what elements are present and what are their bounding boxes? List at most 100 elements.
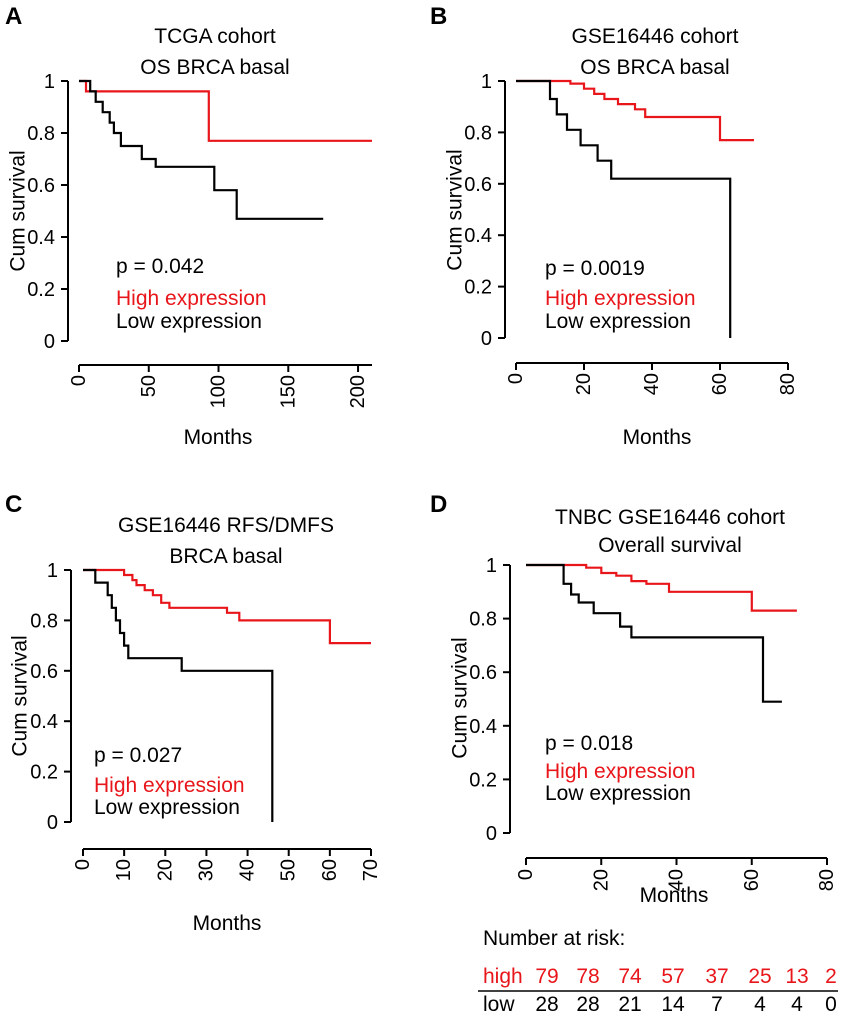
- chart-title-line-1: GSE16446 cohort: [572, 25, 739, 48]
- y-tick-label: 0: [44, 331, 55, 353]
- low-expression-curve: [79, 79, 324, 220]
- y-tick-label: 0: [481, 328, 492, 350]
- p-value: p = 0.027: [94, 744, 182, 767]
- risk-high-label: high: [483, 965, 523, 988]
- y-tick-label: 0.2: [30, 762, 58, 784]
- legend-high-expression: High expression: [94, 774, 245, 797]
- high-expression-curve: [83, 568, 371, 645]
- y-tick-label: 0.2: [469, 769, 497, 791]
- x-tick-label: 80: [777, 373, 799, 395]
- risk-high-value: 78: [576, 965, 599, 988]
- p-value: p = 0.042: [116, 255, 204, 278]
- x-tick-label: 80: [816, 869, 838, 891]
- chart-title-line-1: TCGA cohort: [154, 25, 276, 48]
- x-tick-label: 40: [237, 859, 259, 881]
- y-tick-label: 1: [47, 560, 58, 582]
- x-tick-label: 200: [347, 375, 369, 408]
- legend-high-expression: High expression: [545, 760, 696, 783]
- risk-low-value: 4: [754, 993, 766, 1016]
- legend-low-expression: Low expression: [545, 782, 691, 805]
- y-tick-label: 0.8: [469, 609, 497, 631]
- low-expression-curve: [516, 79, 732, 338]
- chart-title-line-2: OS BRCA basal: [140, 56, 289, 79]
- x-tick-label: 100: [208, 375, 230, 408]
- risk-table: Number at risk: high low 79 78 74 57 37 25 13 2 28 2…: [478, 927, 838, 1016]
- y-tick-label: 0.8: [464, 122, 492, 144]
- chart-title-line-2: BRCA basal: [169, 545, 282, 568]
- risk-low-value: 28: [576, 993, 599, 1016]
- x-axis-label: Months: [184, 426, 253, 449]
- y-tick-label: 0.6: [464, 174, 492, 196]
- y-tick-label: 0.8: [30, 610, 58, 632]
- high-expression-curve: [526, 563, 797, 612]
- x-tick-label: 70: [360, 859, 382, 881]
- chart-title-line-2: OS BRCA basal: [580, 56, 729, 79]
- risk-low-value: 21: [618, 993, 641, 1016]
- y-tick-label: 0: [47, 812, 58, 834]
- panel-letter: B: [430, 3, 447, 30]
- legend-high-expression: High expression: [545, 287, 696, 310]
- risk-high-value: 13: [785, 965, 808, 988]
- risk-high-value: 25: [748, 965, 771, 988]
- risk-high-value: 37: [705, 965, 728, 988]
- legend-low-expression: Low expression: [545, 310, 691, 333]
- y-tick-label: 0.4: [27, 227, 55, 249]
- panel-b: B GSE16446 cohort OS BRCA basal 0 0.2 0.4 0.6 0…: [430, 3, 799, 449]
- chart-title-line-2: Overall survival: [598, 534, 742, 557]
- risk-high-value: 2: [825, 965, 837, 988]
- panel-c: C GSE16446 RFS/DMFS BRCA basal 0 0.2 0.4 0.6 0.…: [5, 491, 382, 935]
- x-tick-label: 60: [741, 869, 763, 891]
- y-axis-label: Cum survival: [449, 637, 472, 758]
- risk-table-title: Number at risk:: [483, 927, 625, 950]
- panel-letter: A: [5, 3, 22, 30]
- legend-low-expression: Low expression: [116, 310, 262, 333]
- x-tick-label: 60: [319, 859, 341, 881]
- x-tick-label: 150: [277, 375, 299, 408]
- panel-letter: C: [5, 491, 22, 518]
- y-tick-label: 1: [44, 71, 55, 93]
- risk-high-value: 79: [535, 965, 558, 988]
- x-tick-label: 40: [666, 869, 688, 891]
- y-tick-label: 0.2: [27, 279, 55, 301]
- y-axis-label: Cum survival: [9, 635, 32, 756]
- x-tick-label: 0: [515, 869, 537, 880]
- y-axis-label: Cum survival: [7, 150, 30, 271]
- y-tick-label: 1: [481, 71, 492, 93]
- x-tick-label: 30: [195, 859, 217, 881]
- x-tick-label: 0: [505, 373, 527, 384]
- y-tick-label: 0.4: [30, 711, 58, 733]
- risk-high-value: 74: [618, 965, 642, 988]
- legend-low-expression: Low expression: [94, 796, 240, 819]
- legend-high-expression: High expression: [116, 287, 267, 310]
- x-tick-label: 0: [68, 375, 90, 386]
- p-value: p = 0.0019: [545, 257, 645, 280]
- high-expression-curve: [79, 79, 372, 142]
- chart-title-line-1: GSE16446 RFS/DMFS: [118, 514, 334, 537]
- y-tick-label: 1: [486, 555, 497, 577]
- risk-low-label: low: [483, 993, 515, 1016]
- risk-high-value: 57: [661, 965, 684, 988]
- x-tick-label: 50: [138, 375, 160, 397]
- y-tick-label: 0.6: [469, 662, 497, 684]
- x-axis-label: Months: [640, 884, 709, 907]
- y-tick-label: 0: [486, 823, 497, 845]
- x-tick-label: 20: [573, 373, 595, 395]
- risk-low-value: 0: [825, 993, 837, 1016]
- risk-low-value: 14: [661, 993, 685, 1016]
- y-tick-label: 0.8: [27, 123, 55, 145]
- p-value: p = 0.018: [545, 732, 633, 755]
- x-tick-label: 10: [113, 859, 135, 881]
- x-tick-label: 40: [641, 373, 663, 395]
- low-expression-curve: [83, 568, 274, 822]
- x-axis-label: Months: [623, 426, 692, 449]
- y-tick-label: 0.6: [27, 175, 55, 197]
- y-axis-label: Cum survival: [444, 149, 467, 270]
- y-tick-label: 0.2: [464, 277, 492, 299]
- y-tick-label: 0.4: [469, 716, 497, 738]
- x-tick-label: 0: [72, 859, 94, 870]
- x-tick-label: 60: [709, 373, 731, 395]
- panel-d: D TNBC GSE16446 cohort Overall survival 0 0.…: [430, 491, 838, 907]
- x-tick-label: 50: [278, 859, 300, 881]
